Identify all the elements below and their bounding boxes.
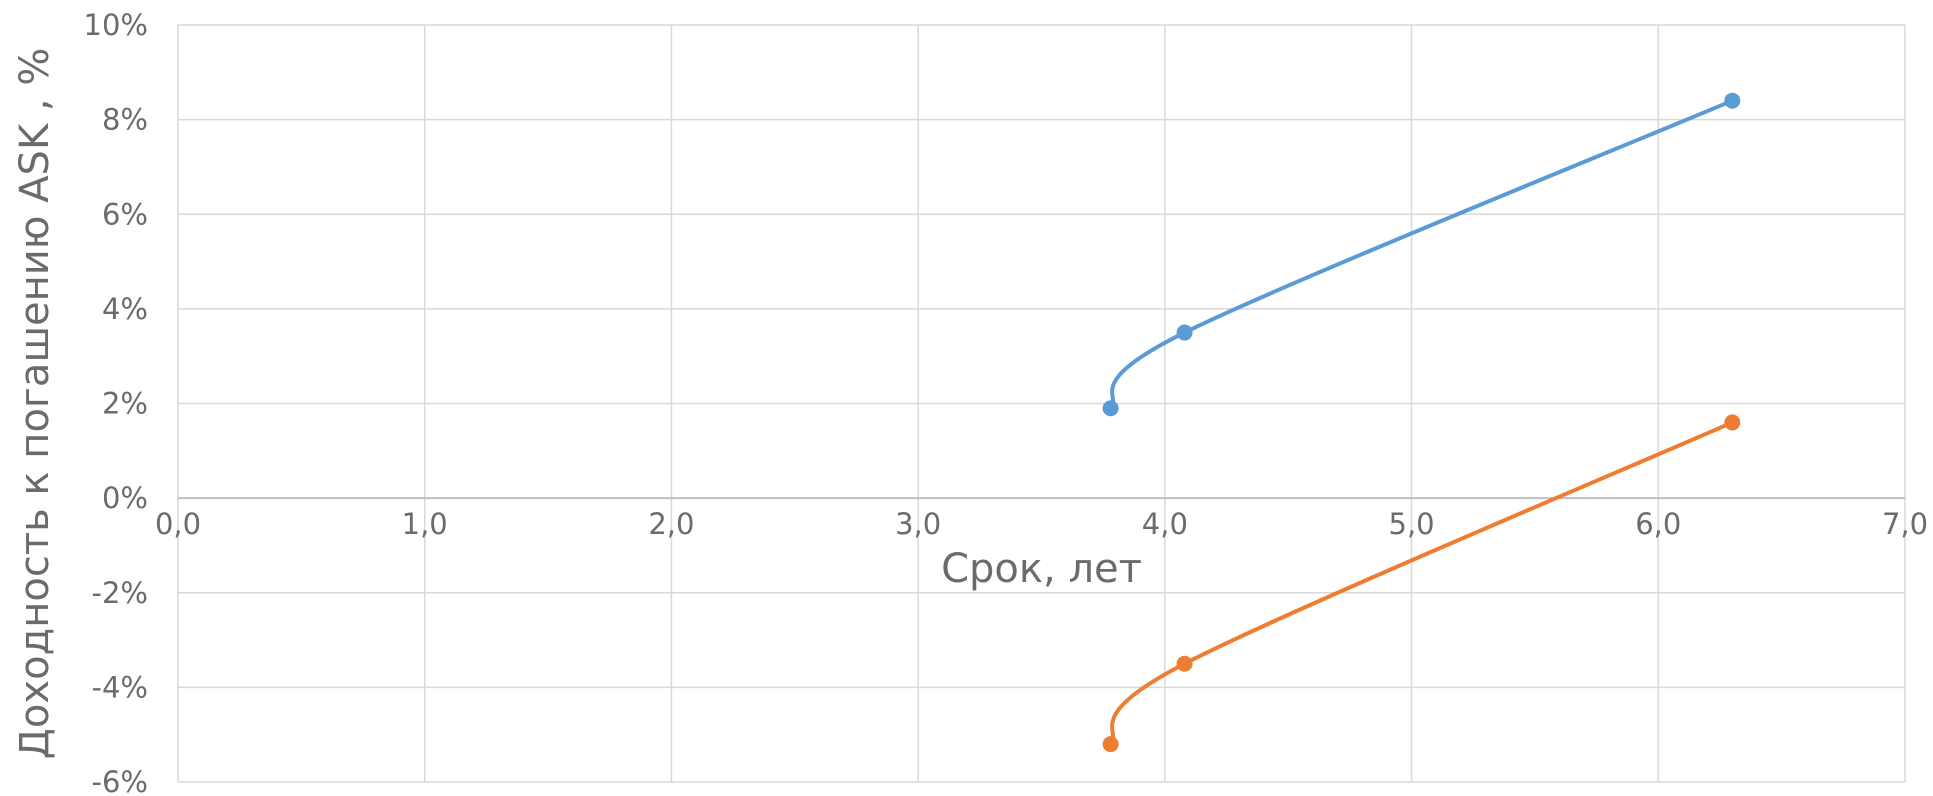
x-tick-label: 0,0 — [155, 507, 201, 541]
data-point — [1176, 655, 1193, 672]
y-tick-label: 2% — [102, 387, 148, 421]
y-tick-label: 0% — [102, 481, 148, 515]
data-point — [1176, 324, 1193, 341]
x-tick-label: 3,0 — [895, 507, 941, 541]
series-1 — [1102, 92, 1741, 417]
x-axis-title: Срок, лет — [941, 546, 1142, 592]
y-tick-label: 10% — [84, 8, 148, 42]
x-tick-label: 2,0 — [648, 507, 694, 541]
y-tick-label: 6% — [102, 197, 148, 231]
x-tick-label: 5,0 — [1389, 507, 1435, 541]
y-tick-label: -4% — [92, 670, 148, 704]
x-tick-label: 1,0 — [402, 507, 448, 541]
data-point — [1102, 400, 1119, 417]
x-tick-label: 4,0 — [1142, 507, 1188, 541]
series-layer — [1102, 92, 1741, 753]
data-point — [1724, 414, 1741, 431]
y-axis-tick-labels: -6% -4% -2% 0% 2% 4% 6% 8% 10% — [84, 8, 148, 796]
x-tick-label: 6,0 — [1635, 507, 1681, 541]
data-point — [1102, 736, 1119, 753]
y-tick-label: -6% — [92, 765, 148, 796]
x-tick-label: 7,0 — [1882, 507, 1928, 541]
data-point — [1724, 92, 1741, 109]
series-line — [1108, 98, 1735, 411]
y-tick-label: -2% — [92, 576, 148, 610]
y-tick-label: 4% — [102, 292, 148, 326]
series-line — [1108, 420, 1735, 747]
x-axis-tick-labels: 0,0 1,0 2,0 3,0 4,0 5,0 6,0 7,0 — [155, 507, 1928, 541]
vertical-gridlines — [177, 25, 1906, 782]
y-axis-title: Доходность к погашению ASK , % — [12, 48, 58, 760]
series-2 — [1102, 414, 1741, 753]
y-tick-label: 8% — [102, 103, 148, 137]
